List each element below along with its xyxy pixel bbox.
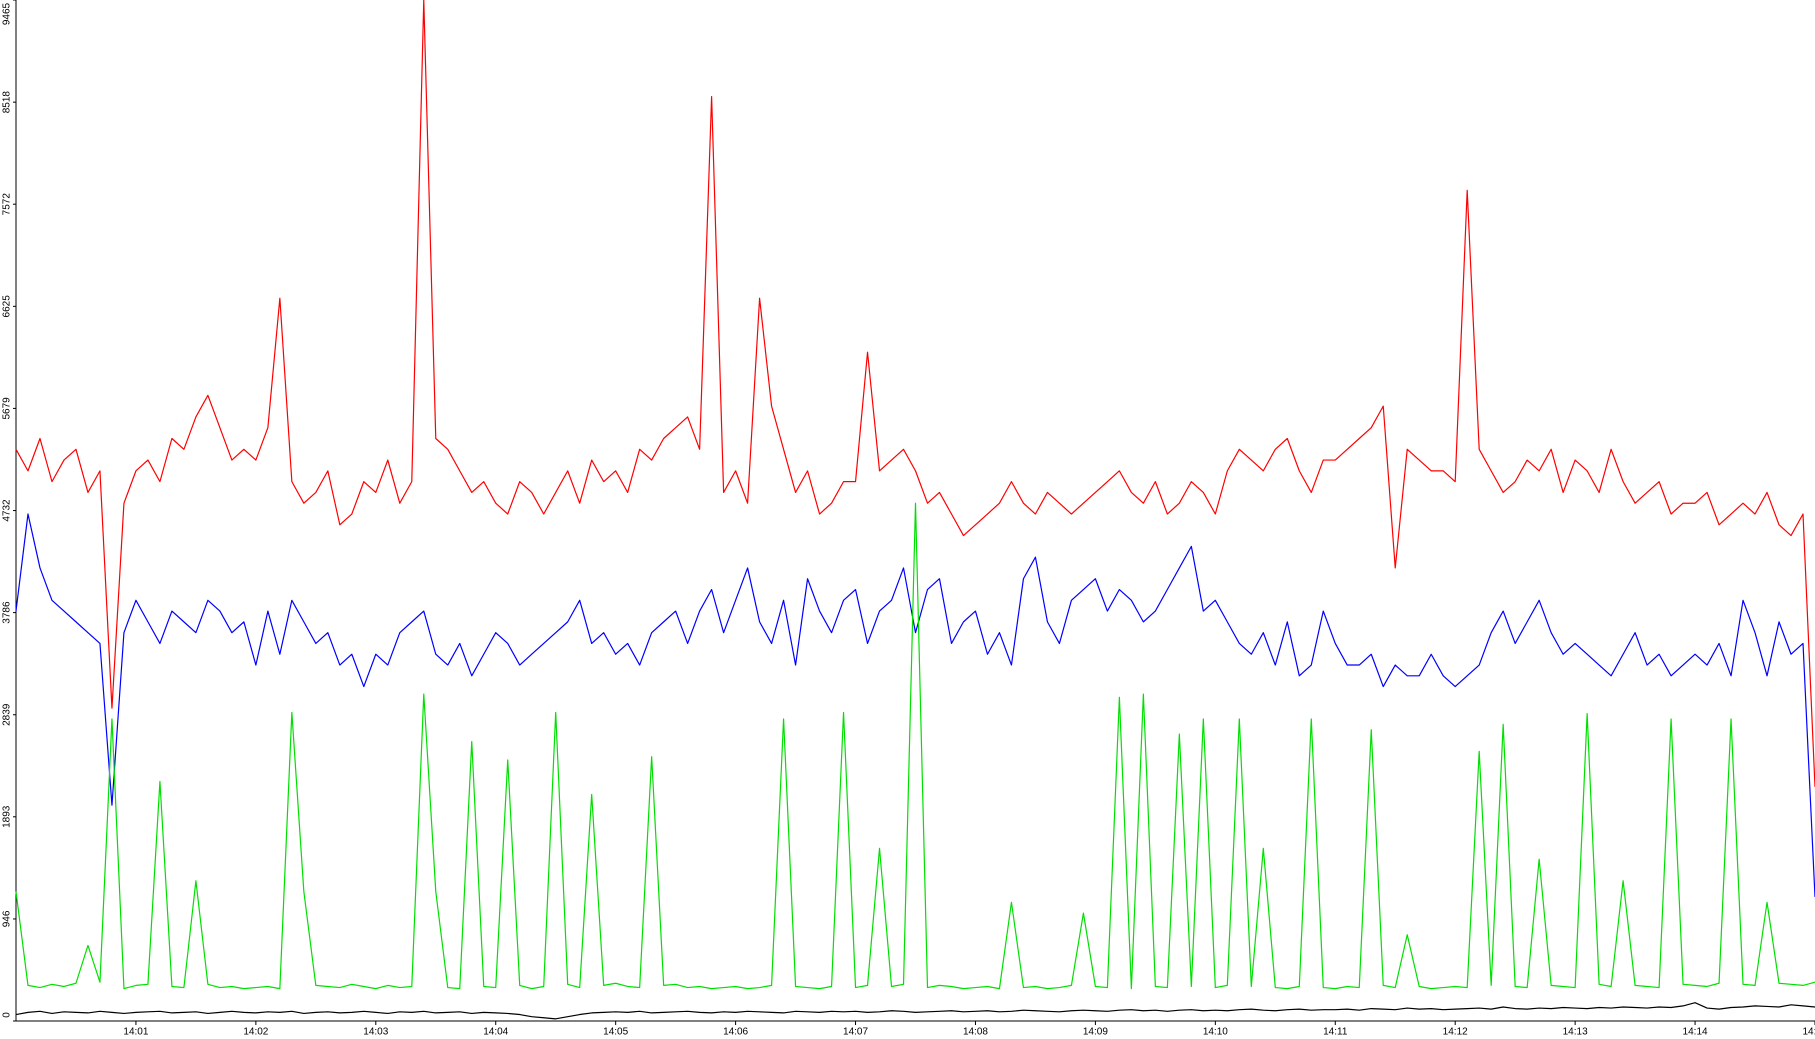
x-tick-label: 14:08 (963, 1027, 988, 1038)
y-tick-label: 946 (2, 910, 13, 927)
x-tick-label: 14:04 (483, 1027, 508, 1038)
x-tick-label: 14:13 (1563, 1027, 1588, 1038)
x-tick-label: 14:14 (1683, 1027, 1708, 1038)
x-tick-label: 14:10 (1203, 1027, 1228, 1038)
y-tick-label: 8518 (2, 91, 13, 114)
x-tick-label: 14:09 (1083, 1027, 1108, 1038)
series-line (15, 502, 1815, 990)
y-tick-label: 9465 (2, 2, 13, 25)
series-line (15, 0, 1815, 787)
x-tick-label: 14:02 (243, 1027, 268, 1038)
x-tick-label: 14:07 (843, 1027, 868, 1038)
x-tick-label: 14:01 (123, 1027, 148, 1038)
y-tick-label: 1893 (2, 805, 13, 828)
y-tick-label: 2839 (2, 703, 13, 726)
x-tick-label: 14:15 (1802, 1027, 1815, 1038)
x-tick-label: 14:11 (1323, 1027, 1348, 1038)
series-line (15, 513, 1815, 897)
y-tick-label: 4732 (2, 499, 13, 522)
series-line (15, 1002, 1815, 1020)
x-tick-label: 14:05 (603, 1027, 628, 1038)
y-tick-label: 5679 (2, 397, 13, 420)
y-tick-label: 3786 (2, 601, 13, 624)
x-tick-label: 14:12 (1443, 1027, 1468, 1038)
x-tick-label: 14:06 (723, 1027, 748, 1038)
y-tick-label: 6625 (2, 295, 13, 318)
y-tick-label: 7572 (2, 193, 13, 216)
y-tick-label: 0 (2, 1012, 13, 1018)
x-tick-label: 14:03 (363, 1027, 388, 1038)
